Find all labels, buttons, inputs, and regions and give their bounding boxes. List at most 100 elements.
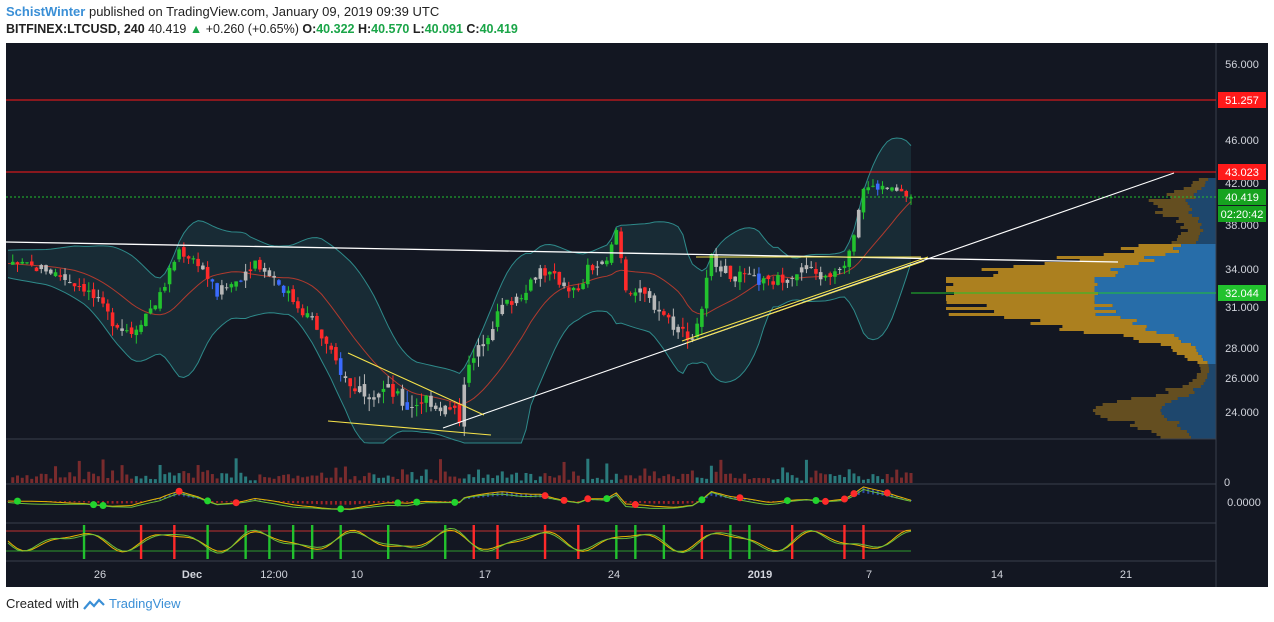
osc-histogram-bar <box>696 501 699 503</box>
candle-body <box>153 305 158 310</box>
vp-bar-volume <box>994 310 1117 313</box>
candle-body <box>875 183 880 190</box>
candle-body <box>253 260 257 269</box>
candle-body <box>362 384 367 397</box>
candle-body <box>733 276 737 282</box>
volume-bar <box>49 478 53 483</box>
volume-bar <box>496 475 500 483</box>
candle-body <box>509 301 514 305</box>
osc-histogram-bar <box>577 501 580 503</box>
candle-body <box>395 391 400 394</box>
vp-bar-volume <box>1044 262 1139 265</box>
chart-canvas[interactable]: 56.000 46.000 42.000 38.000 34.000 31.000 28.0… <box>6 43 1268 587</box>
volume-bar <box>111 470 115 483</box>
vp-bar-value-area <box>1203 382 1216 385</box>
volume-bar <box>291 478 295 483</box>
stoch-signal-bar <box>577 525 580 559</box>
osc-signal-dot <box>14 497 22 505</box>
volume-bar <box>16 475 20 483</box>
candle-body <box>258 259 262 270</box>
osc-histogram-bar <box>472 495 475 499</box>
symbol-label: BITFINEX:LTCUSD, 240 <box>6 22 145 36</box>
stochastic-panel <box>6 525 912 559</box>
symbol-info: BITFINEX:LTCUSD, 240 40.419 ▲ +0.260 (+0… <box>6 22 518 36</box>
volume-bar <box>106 478 110 483</box>
volume-bar <box>187 473 191 483</box>
published-text: published on TradingView.com, January 09… <box>88 4 440 19</box>
candle-body <box>757 273 761 285</box>
osc-histogram-bar <box>339 501 342 505</box>
candle-body <box>490 329 495 341</box>
osc-histogram-bar <box>325 501 328 505</box>
candle-body <box>139 324 143 332</box>
volume-bar <box>277 476 281 483</box>
osc-histogram-bar <box>377 501 380 503</box>
volume-bar <box>144 475 148 483</box>
time-tick-label: 14 <box>991 569 1003 581</box>
vp-bar-volume <box>1157 205 1190 208</box>
open-label: O: <box>302 22 317 36</box>
stoch-signal-bar <box>339 525 342 559</box>
volume-bar <box>752 478 756 483</box>
candle-body <box>148 308 153 314</box>
candle-body <box>761 278 766 284</box>
vp-bar-volume <box>1180 232 1201 235</box>
osc-histogram-bar <box>715 492 718 497</box>
author-name[interactable]: SchistWinter <box>6 4 86 19</box>
triangle-lower-2 <box>685 260 925 344</box>
osc-histogram-bar <box>520 493 523 498</box>
volume-bar <box>648 475 652 483</box>
close-value: 40.419 <box>479 22 518 36</box>
candle-body <box>861 188 866 213</box>
candle-body <box>695 323 699 338</box>
time-tick-label: 7 <box>866 569 872 581</box>
vp-bar-value-area <box>1191 436 1216 439</box>
tradingview-brand[interactable]: TradingView <box>108 596 181 611</box>
volume-bar <box>904 472 908 483</box>
volume-bar <box>348 479 352 483</box>
footer: Created with TradingView <box>6 596 181 611</box>
volume-bar <box>743 473 747 483</box>
vp-bar-volume <box>948 313 1096 316</box>
vp-bar-value-area <box>1181 244 1216 247</box>
osc-histogram-bar <box>529 494 532 498</box>
osc-histogram-bar <box>387 501 390 503</box>
candle-body <box>714 255 718 267</box>
stoch-signal-bar <box>444 525 447 559</box>
candle-body <box>96 297 101 299</box>
osc-zero-label: 0.0000 <box>1227 497 1261 509</box>
volume-bar <box>434 480 438 483</box>
vp-bar-value-area <box>1196 349 1216 352</box>
support-label-bg <box>1218 285 1266 301</box>
vp-bar-value-area <box>1112 304 1216 307</box>
volume-bar <box>453 476 457 483</box>
osc-histogram-bar <box>78 501 81 503</box>
osc-histogram-bar <box>848 496 851 499</box>
candle-body <box>552 271 557 274</box>
volume-bar <box>196 465 200 483</box>
vp-bar-volume <box>1095 406 1162 409</box>
vp-bar-value-area <box>1174 334 1216 337</box>
osc-histogram-bar <box>662 501 665 504</box>
volume-bar <box>343 466 347 483</box>
volume-bar <box>738 478 742 483</box>
osc-signal-dot <box>337 505 345 513</box>
osc-signal-dot <box>560 496 568 504</box>
candle-body <box>53 272 58 277</box>
osc-histogram-bar <box>468 496 471 499</box>
volume-bar <box>267 477 271 483</box>
volume-bar <box>809 477 813 483</box>
candle-body <box>700 308 704 327</box>
osc-histogram-bar <box>277 501 280 502</box>
osc-histogram-bar <box>444 501 447 502</box>
candle-body <box>163 286 167 291</box>
candle-body <box>67 282 72 284</box>
candle-body <box>452 405 457 408</box>
candle-body <box>571 287 576 291</box>
volume-bar <box>771 479 775 483</box>
vp-bar-value-area <box>1161 406 1216 409</box>
candle-body <box>125 330 129 332</box>
vp-bar-value-area <box>1189 433 1216 436</box>
volume-bar <box>329 477 333 483</box>
candle-body <box>828 273 833 278</box>
